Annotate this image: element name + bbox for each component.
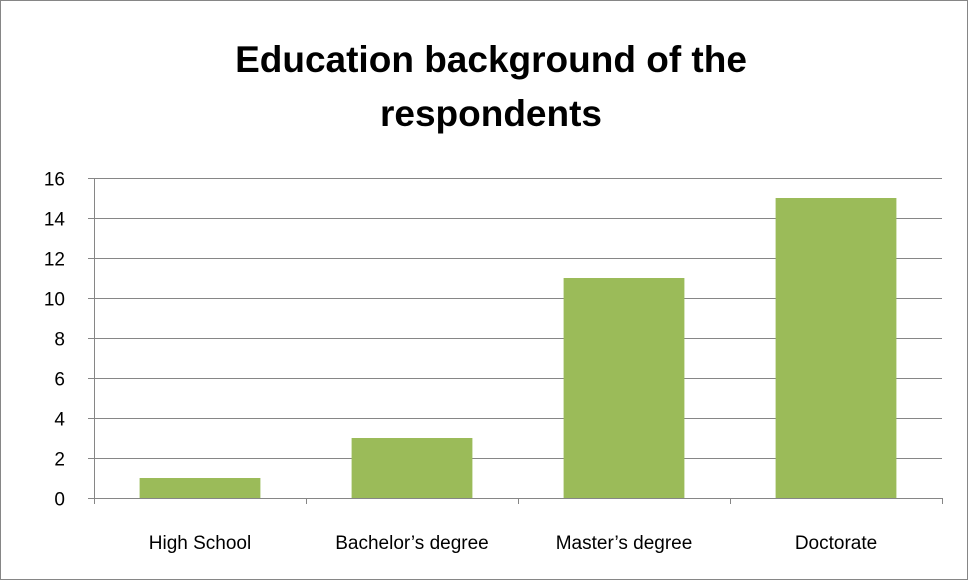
y-tick-label: 10 [44, 290, 65, 311]
chart-title-line-2: respondents [379, 93, 603, 134]
y-tick-label: 0 [54, 490, 65, 511]
y-tick-label: 16 [44, 170, 65, 191]
chart-title: Education background of the respondents [1, 33, 968, 141]
x-category-label: High School [149, 533, 251, 554]
chart-title-line-1: Education background of the [235, 39, 747, 80]
bar-bachelor-s-degree [351, 438, 473, 498]
x-category-label: Doctorate [795, 533, 877, 554]
bar-doctorate [775, 198, 897, 498]
y-tick-label: 12 [44, 250, 65, 271]
y-tick-label: 6 [54, 370, 65, 391]
y-tick-label: 14 [44, 210, 66, 231]
y-tick-label: 4 [54, 410, 65, 431]
x-category-label: Master’s degree [556, 533, 693, 554]
y-tick-label: 2 [54, 450, 65, 471]
x-category-label: Bachelor’s degree [335, 533, 489, 554]
y-tick-label: 8 [54, 330, 65, 351]
bar-high-school [139, 478, 261, 498]
bar-master-s-degree [563, 278, 685, 498]
